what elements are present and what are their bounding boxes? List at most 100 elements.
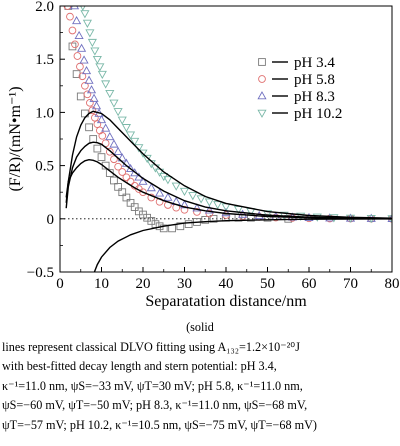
- data-point: [192, 203, 202, 212]
- data-point: [118, 188, 127, 197]
- data-point: [84, 75, 94, 84]
- data-point: [69, 6, 80, 10]
- data-point: [204, 205, 214, 214]
- y-tick-label: 0.5: [35, 159, 54, 175]
- figure-caption: (solid lines represent classical DLVO fi…: [2, 318, 398, 435]
- data-point: [114, 162, 122, 171]
- data-point: [176, 222, 185, 231]
- data-point: [209, 214, 218, 223]
- data-point: [114, 183, 122, 191]
- legend-label: pH 10.2: [294, 106, 342, 122]
- caption-line-1: (solid: [186, 320, 214, 334]
- data-point: [109, 139, 119, 148]
- data-point: [163, 176, 173, 185]
- caption-line-2: lines represent classical DLVO fitting u…: [2, 339, 300, 354]
- data-point: [80, 10, 90, 19]
- data-point: [130, 203, 139, 211]
- data-point: [101, 123, 111, 132]
- data-point: [238, 212, 247, 220]
- y-tick-label: 1.0: [35, 105, 54, 121]
- data-point: [90, 47, 100, 56]
- data-point: [98, 131, 107, 140]
- y-tick-label: 1.5: [35, 52, 54, 68]
- data-point: [117, 116, 127, 125]
- data-point: [247, 213, 255, 222]
- data-point: [88, 106, 97, 115]
- data-point: [68, 42, 77, 51]
- x-tick-label: 40: [219, 276, 234, 292]
- data-point: [105, 89, 115, 99]
- legend-label: pH 5.8: [294, 72, 335, 88]
- data-point: [204, 198, 214, 207]
- data-point: [193, 208, 201, 216]
- data-point: [85, 123, 93, 132]
- data-point: [73, 52, 82, 60]
- data-point: [68, 26, 77, 35]
- data-point: [262, 210, 273, 219]
- data-point: [118, 168, 127, 176]
- data-point: [109, 99, 119, 108]
- data-point: [82, 19, 92, 28]
- x-tick-label: 60: [302, 276, 317, 292]
- data-point: [72, 15, 82, 25]
- fit-line-3: [65, 141, 392, 220]
- data-point: [87, 38, 97, 48]
- data-point: [221, 208, 231, 217]
- caption-line-3: with best-fitted decay length and stern …: [2, 359, 277, 373]
- data-point: [263, 213, 272, 222]
- data-point: [85, 29, 95, 38]
- data-point: [179, 187, 190, 197]
- legend-label: pH 3.4: [294, 55, 335, 71]
- fit-line-1: [93, 218, 392, 272]
- caption-line-4: κ⁻¹=11.0 nm, ψS=−33 mV, ψT=30 mV; pH 5.8…: [2, 378, 303, 393]
- data-point: [196, 195, 206, 204]
- plot-frame: [59, 5, 393, 273]
- data-point: [71, 40, 79, 49]
- data-point: [122, 173, 131, 182]
- x-tick-label: 50: [260, 276, 275, 292]
- force-distance-chart: 0 10 20 30 40 50 60 70 80−0.500.51.01.52.0Separa…: [7, 0, 400, 310]
- data-point: [138, 176, 148, 185]
- plot-area: [63, 6, 392, 272]
- data-point: [78, 72, 87, 81]
- x-tick-label: 20: [136, 276, 151, 292]
- caption-line-5: ψS=−60 mV, ψT=−50 mV; pH 8.3, κ⁻¹=11.0 n…: [2, 398, 308, 412]
- y-tick-label: 0: [47, 212, 55, 228]
- data-point: [96, 114, 107, 124]
- data-point: [171, 182, 181, 191]
- data-point: [80, 6, 86, 11]
- data-point: [97, 153, 106, 161]
- data-point: [86, 98, 94, 107]
- data-point: [110, 176, 118, 185]
- data-point: [213, 201, 223, 210]
- x-tick-label: 10: [94, 276, 109, 292]
- data-point: [105, 131, 115, 141]
- x-tick-label: 80: [385, 276, 400, 292]
- data-point: [97, 70, 107, 80]
- legend-marker: [258, 58, 266, 66]
- y-axis-label: (F/R)/(mN•m⁻¹): [7, 86, 24, 191]
- data-point: [83, 90, 92, 99]
- caption-line-6: ψT=−57 mV; pH 10.2, κ⁻¹=10.5 nm, ψS=−75 …: [2, 417, 317, 432]
- data-point: [201, 216, 210, 224]
- y-tick-label: 2.0: [35, 0, 54, 15]
- data-point: [89, 135, 98, 143]
- data-point: [122, 193, 131, 202]
- data-point: [74, 30, 84, 40]
- data-point: [188, 192, 198, 201]
- x-tick-label: 0: [56, 276, 64, 292]
- data-point: [91, 113, 99, 122]
- data-point: [113, 108, 123, 117]
- data-point: [184, 220, 193, 228]
- data-point: [89, 93, 99, 102]
- fit-line-2: [65, 158, 392, 220]
- x-axis-label: Separatation distance/nm: [145, 293, 307, 310]
- data-point: [76, 92, 85, 101]
- data-point: [95, 63, 105, 72]
- data-point: [66, 12, 74, 21]
- data-point: [105, 147, 114, 156]
- data-point: [93, 144, 102, 153]
- data-point: [130, 168, 140, 177]
- data-point: [113, 146, 123, 156]
- data-point: [63, 6, 72, 10]
